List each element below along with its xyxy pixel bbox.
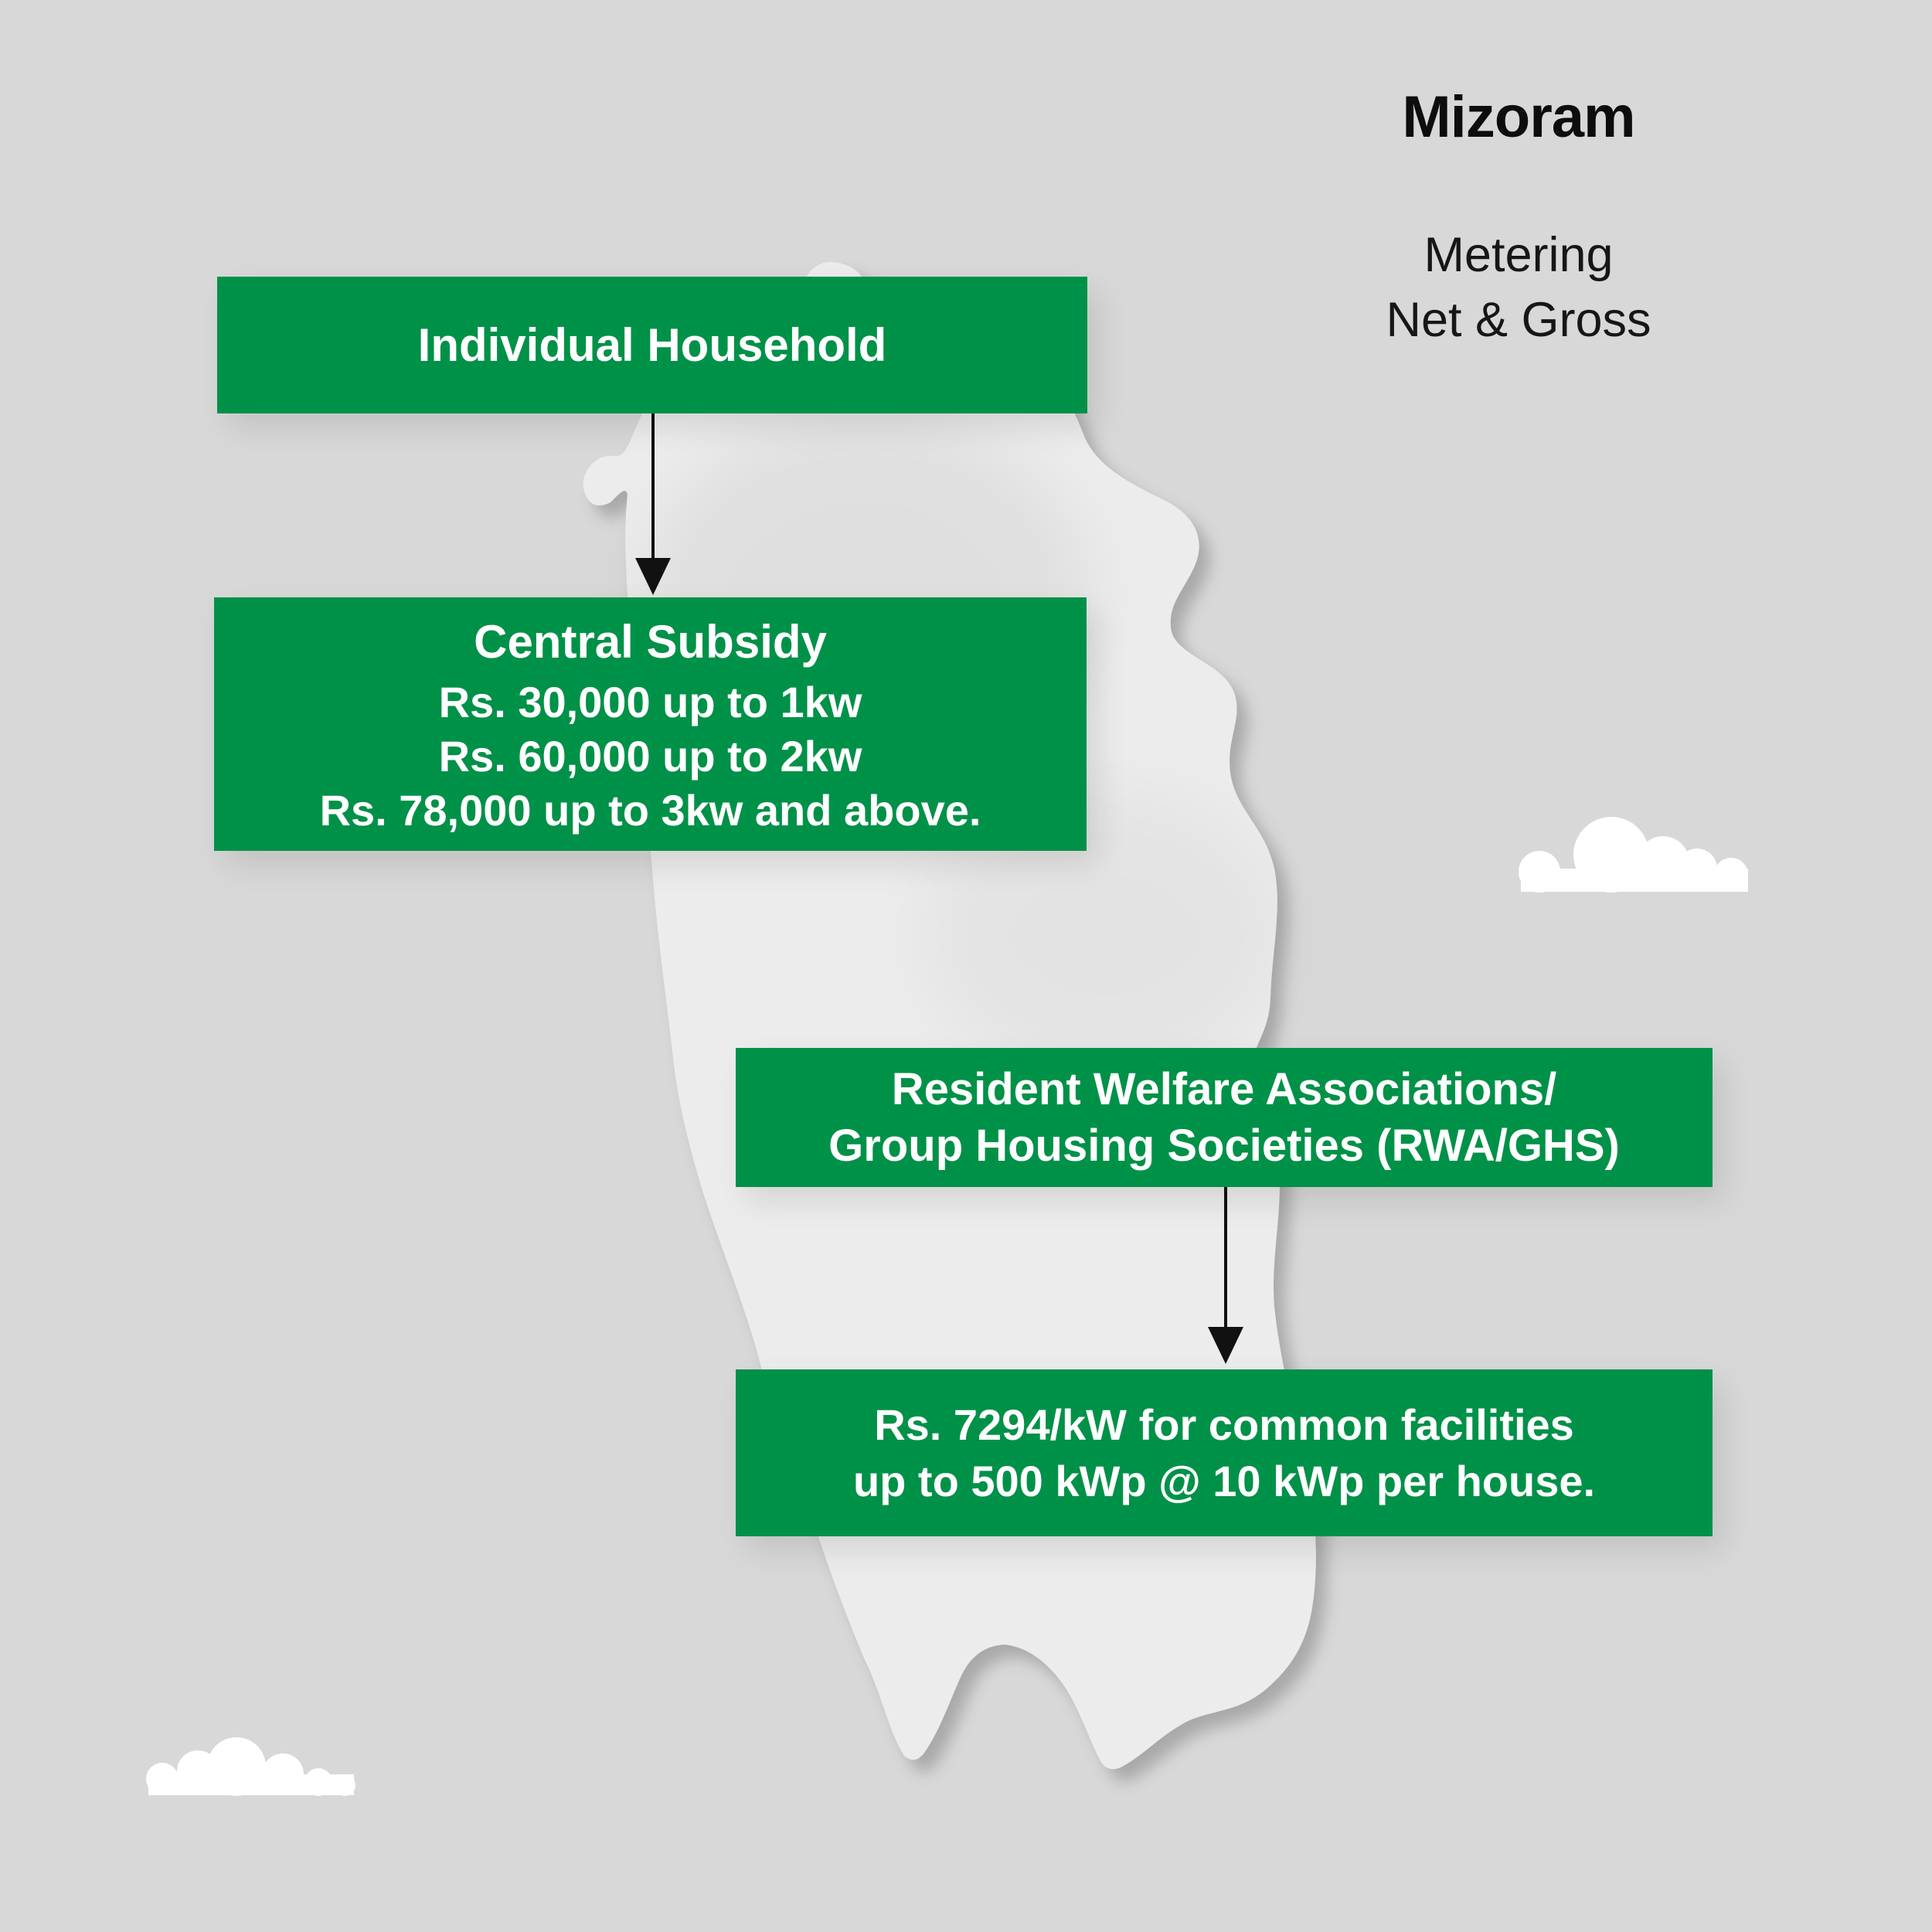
arrow-shaft xyxy=(1224,1187,1227,1329)
rwa-subsidy-line-1: Rs. 7294/kW for common facilities xyxy=(874,1400,1574,1449)
state-title: Mizoram xyxy=(1402,84,1635,150)
arrow-shaft xyxy=(651,413,655,560)
rwa-subsidy-box: Rs. 7294/kW for common facilities up to … xyxy=(736,1369,1713,1536)
individual-household-label: Individual Household xyxy=(417,318,887,371)
central-subsidy-box: Central Subsidy Rs. 30,000 up to 1kw Rs.… xyxy=(214,597,1087,851)
central-subsidy-line-2: Rs. 60,000 up to 2kw xyxy=(438,732,862,781)
down-arrow-icon xyxy=(1208,1327,1243,1364)
central-subsidy-line-1: Rs. 30,000 up to 1kw xyxy=(438,678,862,726)
subtitle-line-2: Net & Gross xyxy=(1386,293,1651,347)
rwa-subsidy-line-2: up to 500 kWp @ 10 kWp per house. xyxy=(852,1457,1596,1505)
down-arrow-icon xyxy=(635,558,671,595)
subtitle-line-1: Metering xyxy=(1423,228,1614,282)
rwa-ghs-box: Resident Welfare Associations/ Group Hou… xyxy=(736,1048,1713,1187)
cloud-icon xyxy=(146,1737,355,1796)
cloud-icon xyxy=(1519,817,1748,893)
central-subsidy-title: Central Subsidy xyxy=(474,616,827,668)
central-subsidy-line-3: Rs. 78,000 up to 3kw and above. xyxy=(319,786,981,835)
metering-subtitle: Metering Net & Gross xyxy=(1206,223,1832,352)
rwa-ghs-line-2: Group Housing Societies (RWA/GHS) xyxy=(828,1121,1620,1171)
individual-household-box: Individual Household xyxy=(217,277,1087,413)
rwa-ghs-line-1: Resident Welfare Associations/ xyxy=(891,1064,1557,1114)
